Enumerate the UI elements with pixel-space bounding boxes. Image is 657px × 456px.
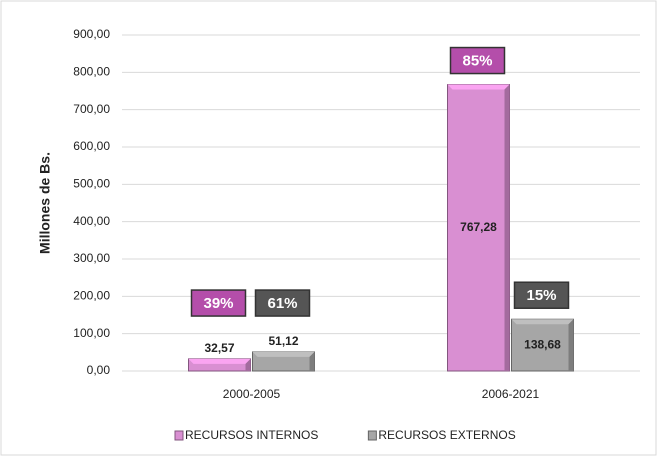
- legend-swatch: [367, 430, 377, 441]
- legend-swatch: [174, 430, 184, 441]
- bar-bevel: [252, 351, 315, 357]
- bar-bevel: [511, 319, 574, 325]
- value-label: 767,28: [460, 220, 497, 234]
- share-box: [513, 281, 570, 309]
- bar-bevel: [245, 358, 251, 371]
- y-tick-label: 300,00: [73, 251, 110, 265]
- bar-bevel: [447, 84, 510, 90]
- bar: [188, 358, 251, 372]
- x-tick-label: 2000-2005: [223, 387, 281, 401]
- bar-bevel: [568, 319, 574, 371]
- share-box: [449, 46, 506, 75]
- y-tick-label: 800,00: [73, 65, 110, 79]
- y-tick-label: 500,00: [73, 177, 110, 191]
- value-label: 32,57: [204, 341, 234, 355]
- bar-bevel: [188, 358, 251, 364]
- y-tick-label: 200,00: [73, 289, 110, 303]
- y-axis-label: Millones de Bs.: [37, 152, 53, 254]
- y-tick-label: 700,00: [73, 102, 110, 116]
- bar: [447, 84, 510, 372]
- bar-body: [447, 84, 510, 372]
- y-tick-label: 600,00: [73, 139, 110, 153]
- bar-bevel: [504, 84, 510, 371]
- share-label: 39%: [203, 295, 233, 312]
- share-label: 85%: [462, 53, 492, 70]
- share-box: [190, 289, 247, 317]
- y-tick-label: 100,00: [73, 326, 110, 340]
- value-label: 138,68: [524, 337, 561, 351]
- bar: [511, 318, 574, 372]
- share-box: [254, 289, 311, 317]
- share-label: 61%: [267, 295, 297, 312]
- bar-bevel: [309, 351, 315, 371]
- y-tick-label: 0,00: [87, 363, 111, 377]
- y-tick-label: 400,00: [73, 214, 110, 228]
- share-label: 15%: [526, 287, 556, 304]
- value-label: 51,12: [268, 334, 298, 348]
- x-tick-label: 2006-2021: [482, 387, 540, 401]
- legend-label: RECURSOS INTERNOS: [185, 428, 318, 442]
- y-tick-label: 900,00: [73, 27, 110, 41]
- legend-label: RECURSOS EXTERNOS: [378, 428, 515, 442]
- bar: [252, 351, 315, 372]
